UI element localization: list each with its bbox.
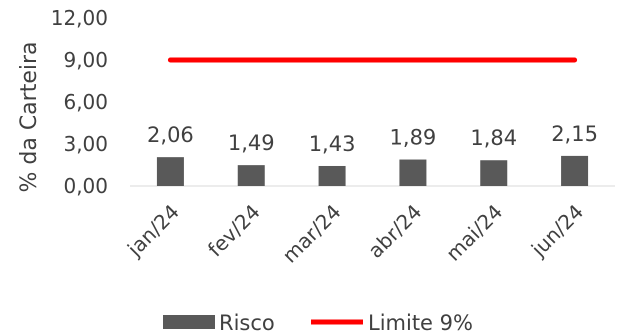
legend-swatch-risco xyxy=(163,315,215,329)
legend-label-risco: Risco xyxy=(219,311,275,335)
y-axis-title: % da Carteira xyxy=(17,41,42,192)
x-tick-label: jan/24 xyxy=(122,200,184,262)
x-tick-label: mai/24 xyxy=(441,200,507,266)
plot-area: 0,00 3,00 6,00 9,00 12,00 2,06 1,49 1,43 1,89 1,8… xyxy=(51,6,615,268)
x-tick-label: abr/24 xyxy=(363,200,426,263)
x-tick-label: fev/24 xyxy=(203,200,265,262)
y-tick-label: 12,00 xyxy=(51,6,108,30)
data-label: 1,43 xyxy=(309,132,356,156)
data-label: 2,06 xyxy=(147,123,194,147)
data-label: 1,89 xyxy=(390,126,437,150)
data-label: 2,15 xyxy=(551,122,598,146)
bar xyxy=(156,157,184,186)
y-tick-label: 0,00 xyxy=(63,174,108,198)
y-tick-label: 3,00 xyxy=(63,132,108,156)
bar xyxy=(237,165,265,186)
bar xyxy=(480,160,508,186)
x-tick-label: mar/24 xyxy=(278,200,346,268)
data-label: 1,49 xyxy=(228,131,275,155)
legend: Risco Limite 9% xyxy=(163,311,473,335)
bar xyxy=(318,165,346,186)
bar xyxy=(399,159,427,186)
data-label: 1,84 xyxy=(470,126,517,150)
y-tick-label: 9,00 xyxy=(63,48,108,72)
legend-label-limite: Limite 9% xyxy=(368,311,473,335)
y-tick-label: 6,00 xyxy=(63,90,108,114)
bar xyxy=(561,155,589,186)
x-tick-label: jun/24 xyxy=(526,200,588,262)
